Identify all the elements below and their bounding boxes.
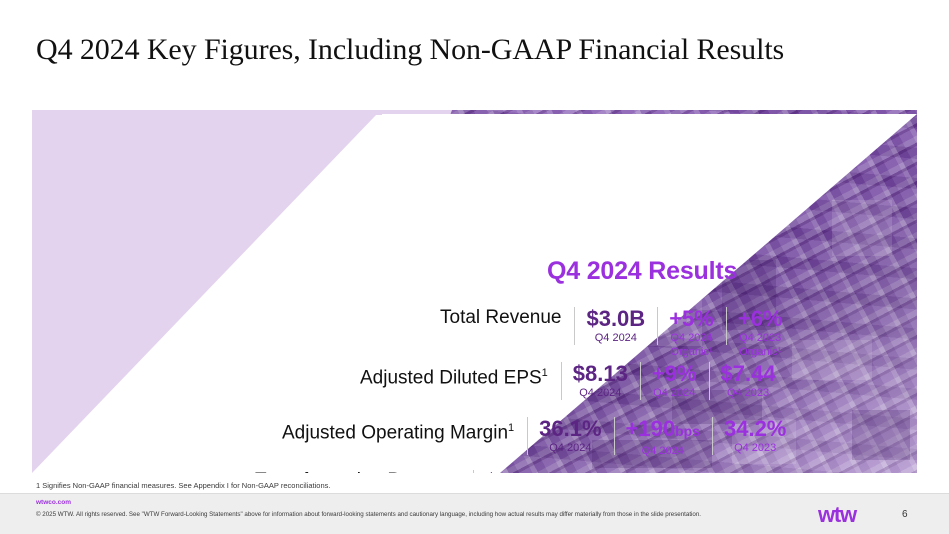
metric-sublabel: Q4 2023 <box>739 332 782 344</box>
results-heading: Q4 2024 Results <box>547 257 738 285</box>
metric-sublabel: Q4 2023 <box>726 387 770 399</box>
metric-cell: $7.44 Q4 2023 <box>708 361 788 400</box>
metric-row-adjusted-diluted-eps: Adjusted Diluted EPS1 $8.13 Q4 2024 +9% … <box>360 361 788 400</box>
metric-cell: +190bps Q4 2024 <box>613 416 712 458</box>
metric-sublabel: Q4 2024 <box>549 442 592 454</box>
metric-sublabel: Q4 2024 <box>594 332 637 344</box>
metric-value: $8.13 <box>572 361 628 386</box>
metric-value-unit: bps <box>675 423 700 439</box>
metric-label-footnote-marker: 1 <box>508 422 515 434</box>
metric-row-transformation-program: Transformation Program $27M of increment… <box>255 469 775 473</box>
metric-row-total-revenue: Total Revenue $3.0B Q4 2024 +5% Q4 2024 … <box>440 306 795 359</box>
metric-label-text: Adjusted Diluted EPS <box>360 367 542 389</box>
metric-cell: +9% Q4 2024 <box>639 361 709 400</box>
metric-cell: +5% Q4 2024 Organic¹ <box>657 306 726 359</box>
metric-sublabel-2: Organic¹ <box>670 346 713 358</box>
metric-sublabel: Q4 2024 <box>579 387 622 399</box>
metric-value: +190bps <box>626 416 700 444</box>
metric-sublabel: Q4 2023 <box>734 442 777 454</box>
metric-value-number: +190 <box>625 416 676 441</box>
metric-label: Adjusted Operating Margin1 <box>282 416 527 445</box>
metric-label: Total Revenue <box>440 306 574 330</box>
metrics-content: Q4 2024 Results Total Revenue $3.0B Q4 2… <box>32 110 917 473</box>
footnote: 1 Signifies Non-GAAP financial measures.… <box>36 481 331 490</box>
metric-row-adjusted-operating-margin: Adjusted Operating Margin1 36.1% Q4 2024… <box>282 416 798 458</box>
metric-value: +9% <box>651 361 697 386</box>
metric-cell: 36.1% Q4 2024 <box>527 416 613 455</box>
metric-value: +6% <box>737 306 783 331</box>
metric-sublabel: Q4 2024 <box>653 387 696 399</box>
metric-cell: +6% Q4 2023 Organic¹ <box>725 306 795 359</box>
metric-value: 36.1% <box>539 416 602 441</box>
page-number: 6 <box>902 509 908 520</box>
metric-label-text: Adjusted Operating Margin <box>282 422 509 444</box>
footer-website-link[interactable]: wtwco.com <box>36 499 72 506</box>
metric-cell: $3.0B Q4 2024 <box>574 306 657 345</box>
metric-label-footnote-marker: 1 <box>541 367 548 379</box>
lavender-top-edge <box>32 110 382 115</box>
metric-value: +5% <box>669 306 714 331</box>
metric-value: 34.2% <box>723 416 787 441</box>
metric-value: $3.0B <box>586 306 646 331</box>
slide-footer: wtwco.com © 2025 WTW. All rights reserve… <box>0 493 949 534</box>
page-title: Q4 2024 Key Figures, Including Non-GAAP … <box>36 33 785 66</box>
footer-copyright: © 2025 WTW. All rights reserved. See "WT… <box>36 511 702 518</box>
metric-cell: 34.2% Q4 2023 <box>711 416 798 455</box>
metric-cell: $27M of incremental run rate savings in … <box>473 469 775 473</box>
results-panel: Q4 2024 Results Total Revenue $3.0B Q4 2… <box>32 110 917 473</box>
metric-sublabel: Q4 2024 <box>670 332 713 344</box>
metric-value: $7.44 <box>720 361 776 386</box>
metric-label: Adjusted Diluted EPS1 <box>360 361 561 390</box>
metric-sublabel: Q4 2024 <box>641 445 684 457</box>
metric-cell: $8.13 Q4 2024 <box>560 361 640 400</box>
metric-label-text: Transformation Program <box>255 470 460 473</box>
metric-sublabel-2: Organic¹ <box>739 346 782 358</box>
wtw-logo: wtw <box>818 502 857 527</box>
metric-value: $27M <box>485 469 540 473</box>
metric-label: Transformation Program <box>255 469 473 473</box>
metric-label-text: Total Revenue <box>440 307 562 328</box>
